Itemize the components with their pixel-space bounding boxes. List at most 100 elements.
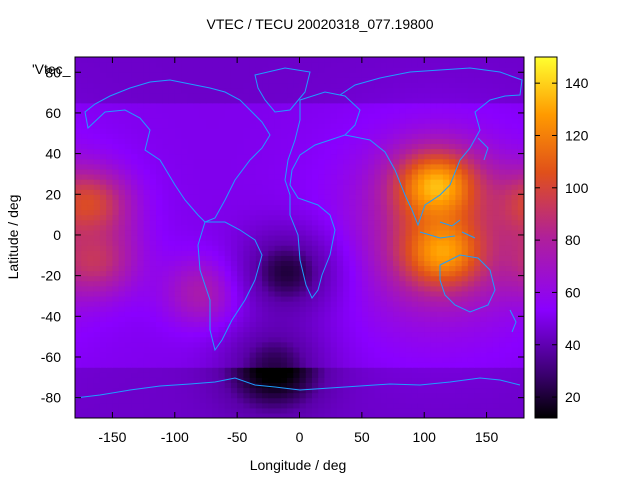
heatmap-cell	[212, 173, 220, 180]
heatmap-cell	[399, 265, 407, 272]
heatmap-cell	[75, 382, 82, 389]
heatmap-cell	[287, 143, 294, 150]
heatmap-cell	[75, 77, 82, 84]
heatmap-cell	[424, 229, 432, 236]
heatmap-cell	[124, 138, 132, 145]
heatmap-cell	[361, 163, 369, 170]
heatmap-cell	[393, 123, 400, 129]
heatmap-cell	[505, 311, 513, 317]
heatmap-cell	[187, 265, 195, 272]
heatmap-cell	[386, 67, 394, 73]
heatmap-cell	[486, 229, 494, 236]
heatmap-cell	[374, 402, 382, 409]
heatmap-cell	[455, 336, 463, 343]
heatmap-cell	[81, 224, 89, 231]
heatmap-cell	[417, 311, 425, 317]
heatmap-cell	[268, 311, 276, 317]
heatmap-cell	[492, 362, 500, 368]
heatmap-cell	[249, 229, 257, 236]
heatmap-cell	[75, 92, 82, 99]
heatmap-cell	[499, 402, 506, 409]
heatmap-cell	[230, 306, 238, 312]
heatmap-cell	[511, 102, 519, 109]
heatmap-cell	[467, 301, 475, 307]
heatmap-cell	[205, 77, 213, 84]
heatmap-cell	[442, 367, 450, 373]
heatmap-cell	[243, 118, 251, 124]
heatmap-cell	[505, 316, 513, 322]
heatmap-cell	[168, 163, 176, 170]
heatmap-cell	[268, 102, 276, 109]
heatmap-cell	[355, 133, 363, 139]
heatmap-cell	[137, 290, 145, 297]
heatmap-cell	[280, 153, 288, 160]
heatmap-cell	[249, 397, 257, 404]
heatmap-cell	[355, 234, 363, 241]
heatmap-cell	[293, 92, 301, 99]
heatmap-cell	[124, 143, 132, 150]
heatmap-cell	[224, 168, 232, 175]
heatmap-cell	[124, 214, 132, 221]
heatmap-cell	[199, 316, 207, 322]
heatmap-cell	[280, 331, 288, 338]
heatmap-cell	[517, 138, 524, 145]
heatmap-cell	[393, 397, 400, 404]
heatmap-cell	[112, 321, 120, 328]
heatmap-cell	[318, 407, 326, 414]
heatmap-cell	[467, 397, 475, 404]
heatmap-cell	[474, 128, 481, 134]
heatmap-cell	[511, 275, 519, 282]
heatmap-cell	[467, 72, 475, 78]
heatmap-cell	[143, 412, 151, 418]
heatmap-cell	[430, 407, 438, 414]
heatmap-cell	[143, 153, 151, 160]
heatmap-cell	[237, 189, 244, 195]
heatmap-cell	[218, 199, 226, 206]
heatmap-cell	[181, 128, 188, 134]
heatmap-cell	[193, 255, 201, 261]
heatmap-cell	[199, 245, 207, 251]
heatmap-cell	[81, 229, 89, 236]
heatmap-cell	[255, 189, 263, 195]
heatmap-cell	[112, 173, 120, 180]
heatmap-cell	[424, 295, 432, 302]
heatmap-cell	[293, 102, 301, 109]
heatmap-cell	[405, 153, 413, 160]
heatmap-cell	[212, 270, 220, 277]
heatmap-cell	[499, 351, 506, 358]
heatmap-cell	[112, 351, 120, 358]
heatmap-cell	[480, 351, 488, 358]
heatmap-cell	[399, 194, 407, 200]
heatmap-cell	[311, 229, 319, 236]
heatmap-cell	[380, 158, 388, 165]
heatmap-cell	[249, 194, 257, 200]
heatmap-cell	[399, 290, 407, 297]
heatmap-cell	[299, 153, 307, 160]
heatmap-cell	[399, 158, 407, 165]
heatmap-cell	[81, 295, 89, 302]
heatmap-cell	[205, 311, 213, 317]
heatmap-cell	[380, 72, 388, 78]
heatmap-cell	[237, 163, 244, 170]
heatmap-cell	[218, 316, 226, 322]
heatmap-cell	[199, 128, 207, 134]
heatmap-cell	[287, 77, 294, 84]
heatmap-cell	[149, 112, 157, 119]
heatmap-cell	[174, 402, 182, 409]
heatmap-cell	[131, 209, 138, 216]
heatmap-cell	[287, 402, 294, 409]
heatmap-cell	[411, 341, 419, 348]
heatmap-cell	[330, 148, 338, 155]
heatmap-cell	[305, 351, 313, 358]
heatmap-cell	[262, 72, 269, 78]
heatmap-cell	[187, 270, 195, 277]
heatmap-cell	[99, 372, 107, 378]
heatmap-cell	[336, 301, 344, 307]
heatmap-cell	[449, 133, 457, 139]
heatmap-cell	[386, 199, 394, 206]
heatmap-cell	[330, 280, 338, 287]
heatmap-cell	[237, 356, 244, 363]
heatmap-cell	[455, 351, 463, 358]
heatmap-cell	[517, 189, 524, 195]
heatmap-cell	[293, 168, 301, 175]
